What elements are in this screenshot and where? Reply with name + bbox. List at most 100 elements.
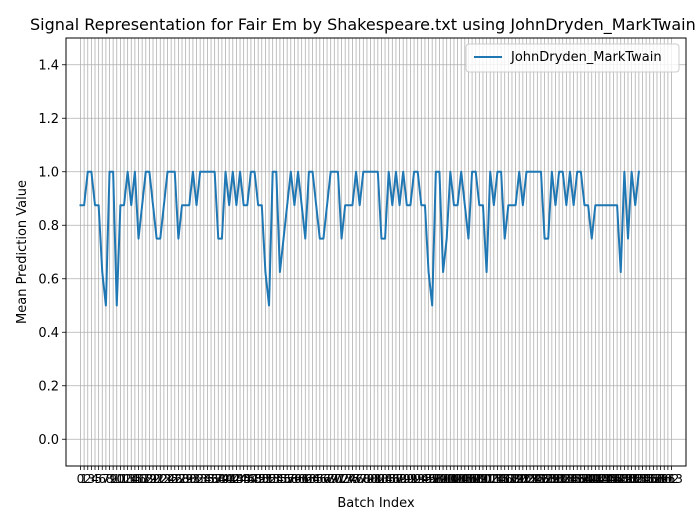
- x-tick-label: 149: [609, 472, 632, 486]
- x-tick-label: 67: [316, 472, 331, 486]
- x-tick-label: 125: [522, 472, 545, 486]
- x-tick-label: 127: [530, 472, 553, 486]
- x-tick-label: 38: [211, 472, 226, 486]
- x-tick-label: 146: [598, 472, 621, 486]
- x-tick-label: 28: [174, 472, 189, 486]
- x-tick-label: 143: [588, 472, 611, 486]
- x-tick-label: 107: [457, 472, 480, 486]
- x-tick-label: 9: [109, 472, 117, 486]
- y-axis: 0.0 0.2 0.4 0.6 0.8 1.0 1.2 1.4: [38, 58, 66, 448]
- x-tick-label: 104: [446, 472, 469, 486]
- series-line: [79, 170, 640, 307]
- x-tick-label: 100: [432, 472, 455, 486]
- x-tick-label: 18: [138, 472, 153, 486]
- x-tick-label: 110: [468, 472, 491, 486]
- x-tick-label: 39: [214, 472, 229, 486]
- x-tick-label: 68: [319, 472, 334, 486]
- x-tick-label: 17: [134, 472, 149, 486]
- x-axis-label: Batch Index: [337, 496, 415, 511]
- x-tick-label: 35: [200, 472, 215, 486]
- x-tick-label: 1: [80, 472, 88, 486]
- x-tick-label: 73: [338, 472, 353, 486]
- x-tick-label: 115: [486, 472, 509, 486]
- x-tick-label: 45: [236, 472, 251, 486]
- x-tick-label: 60: [290, 472, 305, 486]
- x-tick-label: 55: [272, 472, 287, 486]
- x-tick-label: 91: [403, 472, 418, 486]
- x-tick-label: 88: [392, 472, 407, 486]
- x-tick-label: 53: [265, 472, 280, 486]
- x-tick-label: 148: [606, 472, 629, 486]
- x-tick-label: 40: [218, 472, 233, 486]
- x-tick-label: 154: [627, 472, 650, 486]
- x-tick-label: 41: [222, 472, 237, 486]
- x-tick-label: 29: [178, 472, 193, 486]
- x-tick-label: 84: [377, 472, 392, 486]
- x-tick-label: 66: [312, 472, 327, 486]
- x-tick-label: 36: [203, 472, 218, 486]
- x-tick-label: 37: [207, 472, 222, 486]
- x-tick-label: 109: [464, 472, 487, 486]
- x-tick-label: 152: [620, 472, 643, 486]
- y-tick-label: 1.0: [38, 165, 59, 180]
- x-tick-label: 137: [566, 472, 589, 486]
- y-tick-label: 0.4: [38, 326, 59, 341]
- x-tick-label: 103: [443, 472, 466, 486]
- x-tick-label: 58: [283, 472, 298, 486]
- x-tick-label: 99: [432, 472, 447, 486]
- x-tick-label: 13: [120, 472, 135, 486]
- x-tick-label: 12: [116, 472, 131, 486]
- x-tick-label: 49: [251, 472, 266, 486]
- x-tick-label: 10: [109, 472, 124, 486]
- x-tick-label: 78: [356, 472, 371, 486]
- x-tick-label: 98: [428, 472, 443, 486]
- x-tick-label: 63: [301, 472, 316, 486]
- x-tick-label: 144: [591, 472, 614, 486]
- x-tick-label: 121: [508, 472, 531, 486]
- y-tick-label: 1.2: [38, 112, 59, 127]
- x-tick-label: 89: [396, 472, 411, 486]
- x-tick-label: 97: [425, 472, 440, 486]
- x-tick-label: 95: [417, 472, 432, 486]
- legend-label: JohnDryden_MarkTwain: [510, 50, 662, 65]
- x-tick-label: 74: [341, 472, 356, 486]
- x-tick-label: 157: [638, 472, 661, 486]
- x-tick-label: 46: [240, 472, 255, 486]
- x-tick-label: 22: [153, 472, 168, 486]
- x-tick-label: 138: [569, 472, 592, 486]
- x-tick-label: 15: [127, 472, 142, 486]
- x-tick-label: 43: [229, 472, 244, 486]
- x-tick-label: 145: [595, 472, 618, 486]
- x-tick-label: 131: [544, 472, 567, 486]
- x-tick-label: 25: [164, 472, 179, 486]
- x-tick-label: 50: [254, 472, 269, 486]
- x-tick-label: 90: [399, 472, 414, 486]
- x-tick-label: 155: [631, 472, 654, 486]
- x-tick-label: 163: [660, 472, 683, 486]
- x-tick-label: 30: [182, 472, 197, 486]
- x-tick-label: 3: [88, 472, 96, 486]
- x-tick-label: 85: [381, 472, 396, 486]
- x-tick-label: 139: [573, 472, 596, 486]
- x-tick-label: 119: [501, 472, 524, 486]
- legend-box: [465, 43, 680, 73]
- x-tick-label: 72: [334, 472, 349, 486]
- x-tick-label: 32: [189, 472, 204, 486]
- x-tick-label: 5: [95, 472, 103, 486]
- x-tick-label: 129: [537, 472, 560, 486]
- x-tick-label: 142: [584, 472, 607, 486]
- x-tick-label: 94: [414, 472, 429, 486]
- x-tick-label: 61: [294, 472, 309, 486]
- x-tick-label: 111: [472, 472, 495, 486]
- x-tick-label: 132: [548, 472, 571, 486]
- x-tick-label: 79: [359, 472, 374, 486]
- x-tick-label: 136: [562, 472, 585, 486]
- x-tick-label: 124: [519, 472, 542, 486]
- x-tick-label: 14: [124, 472, 139, 486]
- x-tick-label: 82: [370, 472, 385, 486]
- x-tick-label: 122: [511, 472, 534, 486]
- x-tick-label: 134: [555, 472, 578, 486]
- x-tick-label: 108: [461, 472, 484, 486]
- x-tick-label: 33: [193, 472, 208, 486]
- x-tick-label: 156: [635, 472, 658, 486]
